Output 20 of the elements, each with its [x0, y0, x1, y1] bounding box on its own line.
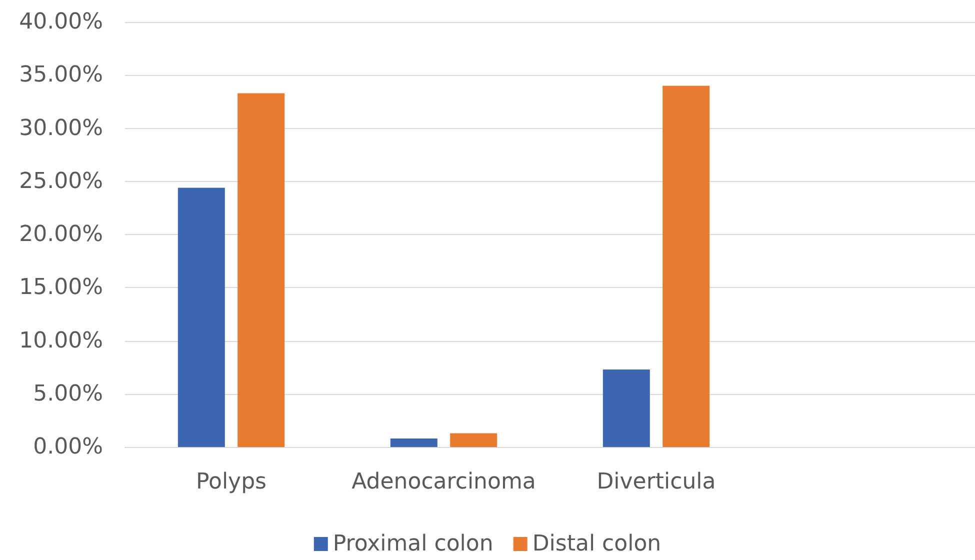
y-tick-label: 15.00%: [19, 275, 103, 300]
y-tick-label: 0.00%: [33, 434, 103, 460]
legend-label: Proximal colon: [332, 532, 494, 556]
x-tick-label: Diverticula: [596, 470, 716, 494]
y-tick-label: 20.00%: [19, 222, 103, 247]
y-tick-label: 5.00%: [33, 381, 103, 406]
bar: [238, 93, 285, 447]
legend-label: Distal colon: [532, 532, 662, 556]
bar: [390, 438, 438, 447]
y-tick-label: 25.00%: [19, 168, 103, 194]
y-tick-label: 35.00%: [19, 62, 103, 88]
y-tick-label: 10.00%: [19, 328, 103, 354]
y-tick-label: 40.00%: [19, 10, 103, 34]
x-tick-label: Polyps: [196, 470, 267, 494]
bar: [662, 86, 710, 447]
x-tick-label: Adenocarcinoma: [352, 470, 536, 494]
bar: [178, 188, 225, 447]
y-tick-label: 30.00%: [19, 116, 103, 141]
bar: [450, 433, 498, 447]
bar: [602, 369, 650, 447]
